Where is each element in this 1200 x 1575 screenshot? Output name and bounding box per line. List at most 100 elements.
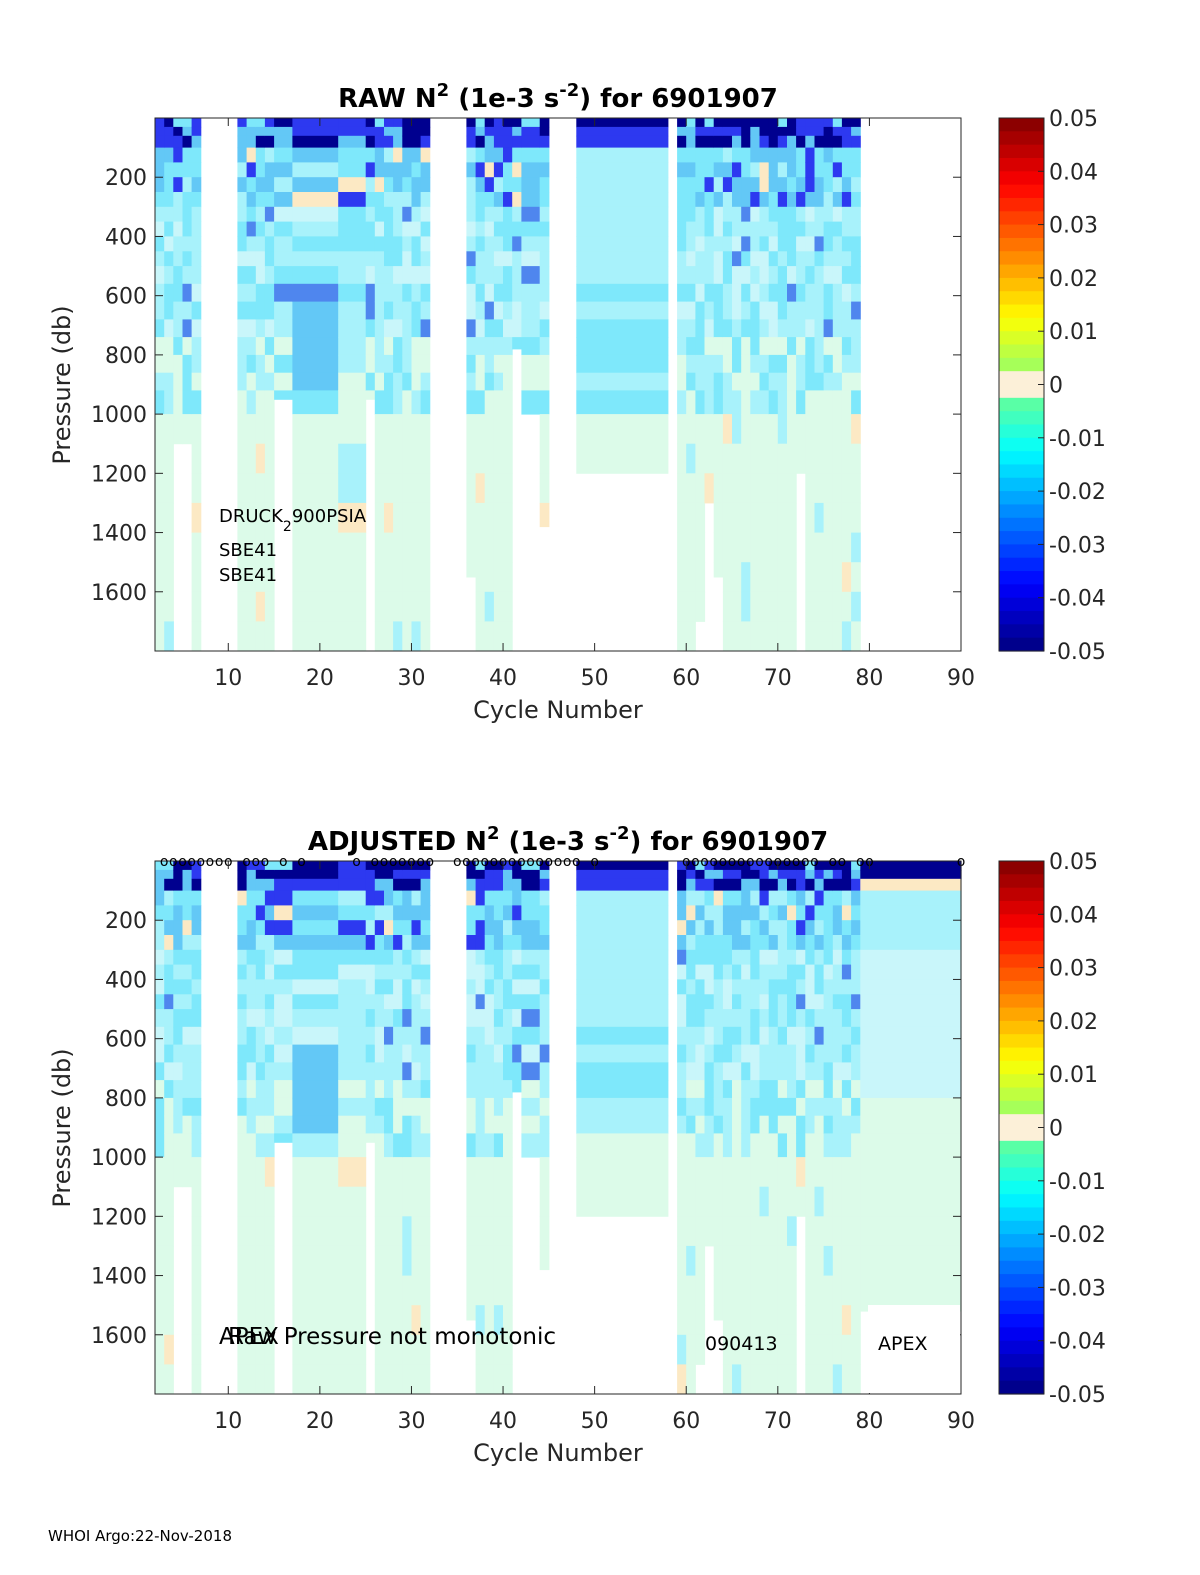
heatmap-cell <box>851 878 861 892</box>
heatmap-cell <box>384 890 394 906</box>
heatmap-cell <box>713 1133 724 1158</box>
heatmap-cell <box>173 372 183 391</box>
heatmap-cell <box>384 283 394 303</box>
heatmap-cell <box>539 994 550 1010</box>
heatmap-cell <box>503 621 513 652</box>
heatmap-cell <box>484 861 495 871</box>
heatmap-cell <box>374 354 385 374</box>
heatmap-cell <box>851 1245 861 1276</box>
heatmap-cell <box>832 206 843 223</box>
heatmap-cell <box>777 147 788 163</box>
heatmap-cell <box>264 192 275 208</box>
heatmap-cell <box>768 162 779 178</box>
heatmap-cell <box>805 1275 815 1306</box>
heatmap-cell <box>173 1044 183 1063</box>
heatmap-cell <box>411 890 422 906</box>
heatmap-cell <box>750 135 760 149</box>
qc-marker: o <box>700 854 709 870</box>
heatmap-cell <box>237 126 248 137</box>
qc-marker: o <box>764 854 773 870</box>
heatmap-cell <box>732 502 742 533</box>
heatmap-cell <box>475 126 486 137</box>
heatmap-cell <box>722 1115 733 1134</box>
heatmap-cell <box>750 1334 760 1365</box>
heatmap-cell <box>823 236 834 252</box>
heatmap-cell <box>338 206 367 223</box>
heatmap-cell <box>475 192 486 208</box>
heatmap-cell <box>677 890 687 906</box>
heatmap-cell <box>512 920 522 936</box>
heatmap-cell <box>677 1062 687 1081</box>
x-tick-label: 70 <box>764 666 792 691</box>
heatmap-cell <box>732 414 742 445</box>
heatmap-cell <box>155 126 165 137</box>
colorbar-segment <box>999 861 1044 875</box>
heatmap-cell <box>420 251 431 267</box>
heatmap-cell <box>191 621 202 652</box>
heatmap-cell <box>484 1334 495 1365</box>
heatmap-cell <box>576 994 669 1010</box>
heatmap-cell <box>255 266 266 285</box>
heatmap-cell <box>521 1062 541 1081</box>
heatmap-cell <box>173 1133 183 1158</box>
heatmap-cell <box>292 591 339 622</box>
heatmap-cell <box>484 1115 495 1134</box>
heatmap-cell <box>384 266 394 285</box>
heatmap-cell <box>686 1334 696 1365</box>
heatmap-cell <box>539 147 550 163</box>
heatmap-cell <box>787 126 797 137</box>
heatmap-cell <box>164 920 174 936</box>
heatmap-cell <box>787 1026 797 1046</box>
heatmap-cell <box>805 162 815 178</box>
heatmap-cell <box>475 443 486 474</box>
heatmap-cell <box>182 1157 193 1188</box>
heatmap-cell <box>759 319 770 338</box>
heatmap-cell <box>374 920 385 936</box>
heatmap-cell <box>814 192 825 208</box>
heatmap-cell <box>860 1044 962 1063</box>
heatmap-cell <box>402 1216 412 1247</box>
heatmap-cell <box>521 1026 541 1046</box>
heatmap-cell <box>741 861 751 871</box>
heatmap-cell <box>393 1115 403 1134</box>
heatmap-cell <box>768 414 779 445</box>
heatmap-cell <box>191 319 202 338</box>
heatmap-cell <box>411 192 422 208</box>
heatmap-cell <box>237 1245 248 1276</box>
heatmap-cell <box>832 192 843 208</box>
heatmap-cell <box>191 118 202 128</box>
heatmap-cell <box>787 920 797 936</box>
heatmap-cell <box>860 1097 962 1117</box>
heatmap-cell <box>750 266 760 285</box>
heatmap-cell <box>466 1062 477 1081</box>
heatmap-cell <box>246 890 257 906</box>
heatmap-cell <box>503 532 513 563</box>
heatmap-cell <box>832 443 843 474</box>
heatmap-cell <box>677 221 687 237</box>
qc-marker: o <box>380 854 389 870</box>
heatmap-cell <box>512 337 522 350</box>
heatmap-cell <box>191 935 202 951</box>
heatmap-cell <box>860 994 962 1010</box>
heatmap-cell <box>393 126 403 137</box>
heatmap-cell <box>750 162 760 178</box>
heatmap-cell <box>512 301 522 320</box>
heatmap-cell <box>787 1275 797 1306</box>
heatmap-cell <box>832 869 843 880</box>
heatmap-cell <box>155 177 165 193</box>
heatmap-cell <box>475 118 486 128</box>
heatmap-cell <box>722 266 733 285</box>
heatmap-cell <box>255 147 266 163</box>
raw-x-axis-label: Cycle Number <box>473 696 643 724</box>
heatmap-cell <box>768 1080 779 1099</box>
heatmap-cell <box>384 1305 394 1336</box>
heatmap-cell <box>338 1009 367 1028</box>
heatmap-cell <box>503 1157 513 1188</box>
heatmap-cell <box>805 1334 815 1365</box>
heatmap-cell <box>484 591 495 622</box>
heatmap-cell <box>713 905 724 921</box>
heatmap-cell <box>787 949 797 966</box>
heatmap-cell <box>768 994 779 1010</box>
heatmap-cell <box>420 905 431 921</box>
heatmap-cell <box>402 949 412 966</box>
